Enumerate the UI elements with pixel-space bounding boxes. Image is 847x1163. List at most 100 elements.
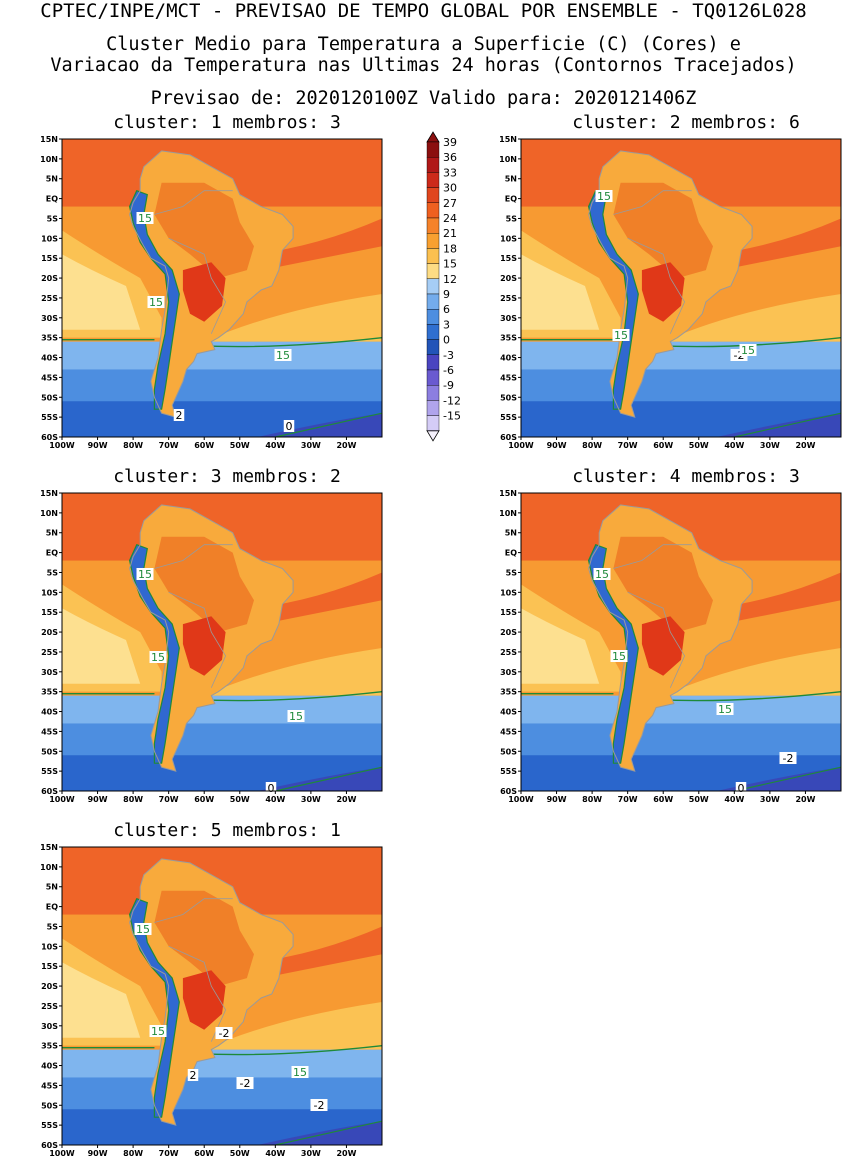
lon-label: 90W <box>88 1149 108 1158</box>
lat-label: 15N <box>499 135 517 144</box>
lon-label: 100W <box>49 1149 75 1158</box>
lat-label: 25S <box>41 294 58 303</box>
lon-label: 70W <box>618 441 638 450</box>
lon-label: 30W <box>301 795 321 804</box>
svg-text:15: 15 <box>138 568 152 581</box>
lat-label: 5N <box>505 529 517 538</box>
lat-label: 30S <box>41 668 58 677</box>
contour-label: 0 <box>283 420 295 433</box>
lon-label: 50W <box>230 795 250 804</box>
lon-label: 80W <box>123 1149 143 1158</box>
lat-label: 10N <box>40 863 58 872</box>
lon-label: 100W <box>508 795 534 804</box>
cluster-1-title: cluster: 1 membros: 3 <box>113 112 341 133</box>
forecast-dates: Previsao de: 2020120100Z Valido para: 20… <box>150 88 697 109</box>
lat-label: 20S <box>41 274 58 283</box>
lat-label: 5S <box>47 568 59 577</box>
svg-text:15: 15 <box>276 349 290 362</box>
lat-label: EQ <box>46 903 58 912</box>
colorbar-label: 39 <box>443 136 457 149</box>
cluster-4-title: cluster: 4 membros: 3 <box>572 466 800 487</box>
cluster-2-map: 1515-21515N10N5NEQ5S10S15S20S25S30S35S40… <box>499 135 842 450</box>
contour-label: -2 <box>310 1099 328 1112</box>
lat-label: 60S <box>41 433 58 442</box>
lat-label: 60S <box>500 787 517 796</box>
lon-label: 60W <box>194 441 214 450</box>
lon-label: 50W <box>689 795 709 804</box>
colorbar-label: 21 <box>443 227 457 240</box>
lat-label: 20S <box>500 274 517 283</box>
colorbar-label: -6 <box>443 364 454 377</box>
lat-label: 25S <box>500 294 517 303</box>
lat-label: 15N <box>40 489 58 498</box>
header-title: CPTEC/INPE/MCT - PREVISAO DE TEMPO GLOBA… <box>40 0 807 22</box>
lon-label: 20W <box>336 1149 356 1158</box>
lat-label: 45S <box>500 373 517 382</box>
svg-text:15: 15 <box>741 344 755 357</box>
lat-label: 10N <box>499 155 517 164</box>
contour-label: 15 <box>149 651 167 664</box>
lat-label: 35S <box>41 334 58 343</box>
lat-label: 40S <box>500 354 517 363</box>
lat-label: 50S <box>500 393 517 402</box>
lon-label: 50W <box>230 1149 250 1158</box>
contour-label: 15 <box>147 296 165 309</box>
contour-label: 15 <box>291 1066 309 1079</box>
colorbar-swatch <box>426 293 440 310</box>
lat-label: 10N <box>499 509 517 518</box>
lat-label: 55S <box>500 413 517 422</box>
svg-text:2: 2 <box>190 1069 197 1082</box>
colorbar-swatch <box>426 202 440 219</box>
lat-label: 20S <box>41 982 58 991</box>
contour-label: 15 <box>274 349 292 362</box>
header-subtitle-line2: Variacao da Temperatura nas Ultimas 24 h… <box>50 55 797 76</box>
cluster-5-title: cluster: 5 membros: 1 <box>113 820 341 841</box>
lon-label: 80W <box>582 795 602 804</box>
lon-label: 70W <box>159 1149 179 1158</box>
colorbar-swatch <box>426 308 440 325</box>
lon-label: 50W <box>230 441 250 450</box>
lon-label: 60W <box>194 1149 214 1158</box>
lat-label: 55S <box>500 767 517 776</box>
contour-label: 2 <box>173 409 185 422</box>
colorbar-swatch <box>426 400 440 416</box>
lat-label: 30S <box>500 668 517 677</box>
lat-label: 15N <box>499 489 517 498</box>
lat-label: 25S <box>41 648 58 657</box>
colorbar-swatch <box>426 141 440 158</box>
lat-label: 55S <box>41 413 58 422</box>
lon-label: 60W <box>194 795 214 804</box>
lat-label: 55S <box>41 1121 58 1130</box>
lon-label: 20W <box>795 441 815 450</box>
lat-label: 55S <box>41 767 58 776</box>
contour-label: 15 <box>287 710 305 723</box>
colorbar-label: -12 <box>443 394 461 407</box>
lat-label: 5S <box>506 214 518 223</box>
lat-label: 50S <box>41 1101 58 1110</box>
colorbar-swatch <box>426 232 440 249</box>
lon-label: 30W <box>301 1149 321 1158</box>
contour-label: 15 <box>134 923 152 936</box>
lat-label: 50S <box>500 747 517 756</box>
lon-label: 30W <box>760 441 780 450</box>
lat-label: 45S <box>41 727 58 736</box>
lon-label: 60W <box>653 441 673 450</box>
lon-label: 20W <box>795 795 815 804</box>
lat-label: EQ <box>46 195 58 204</box>
lat-label: 40S <box>41 708 58 717</box>
contour-label: -2 <box>215 1027 233 1040</box>
lon-label: 100W <box>508 441 534 450</box>
colorbar-swatch <box>426 369 440 386</box>
colorbar-swatch <box>426 339 440 356</box>
cluster-1-map: 15 15 15 2 0 15N 10N 5N EQ 5S 10S 15S 20S 25S 30S 35S 40… <box>40 135 383 450</box>
lat-label: 5S <box>47 214 59 223</box>
contour-label: 2 <box>187 1069 199 1082</box>
colorbar-swatch <box>426 248 440 264</box>
lat-label: 5N <box>46 175 58 184</box>
colorbar-label: -9 <box>443 379 454 392</box>
lat-label: 45S <box>41 373 58 382</box>
svg-text:15: 15 <box>136 923 150 936</box>
lat-label: 30S <box>41 314 58 323</box>
lon-label: 20W <box>336 441 356 450</box>
lat-label: 40S <box>500 708 517 717</box>
